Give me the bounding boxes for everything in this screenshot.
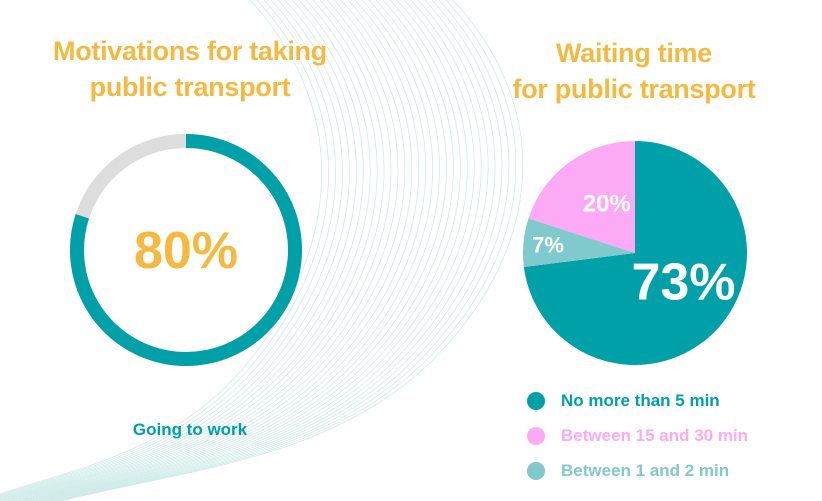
legend-swatch <box>527 426 545 445</box>
background-wave-line <box>38 0 468 501</box>
legend-swatch <box>527 391 545 410</box>
donut-caption: Going to work <box>132 420 248 439</box>
background-wave-line <box>52 0 503 501</box>
background-wave-line <box>0 0 371 501</box>
left-title-line1: Motivations for taking <box>53 36 327 66</box>
background-wave-line <box>0 0 323 495</box>
background-wave-line <box>24 0 434 501</box>
background-wave-line <box>55 0 510 501</box>
pie-legend: No more than 5 min Between 15 and 30 min B… <box>527 383 748 488</box>
background-wave-line <box>19 0 419 501</box>
pie-data-label: 7% <box>532 232 564 257</box>
pie-slice-between-15-and-30-min <box>528 141 635 253</box>
background-wave-line <box>0 0 343 498</box>
background-wave-line <box>0 0 357 500</box>
background-wave-line <box>35 0 461 501</box>
legend-item: No more than 5 min <box>527 383 748 418</box>
pie-slice-between-1-and-2-min <box>523 218 635 268</box>
background-wave-line <box>44 0 482 501</box>
background-wave-line <box>13 0 406 501</box>
right-chart-title: Waiting time for public transport <box>444 35 822 107</box>
background-wave-line <box>0 0 364 501</box>
background-wave-line <box>47 0 489 501</box>
background-wave-line <box>0 0 350 499</box>
legend-label: No more than 5 min <box>561 390 720 410</box>
background-wave-line <box>0 0 329 496</box>
background-wave-line <box>61 0 524 501</box>
left-chart-title: Motivations for taking public transport <box>0 33 380 105</box>
background-wave-line <box>30 0 447 501</box>
background-wave-line <box>0 0 336 497</box>
background-wave-line <box>21 0 426 501</box>
legend-item: Between 1 and 2 min <box>527 453 748 488</box>
legend-label: Between 1 and 2 min <box>561 460 730 480</box>
pie-slice-no-more-than-5-min <box>523 141 747 365</box>
background-wave-line <box>10 0 399 501</box>
pie-chart: 73% 7% 20% <box>523 141 747 365</box>
legend-swatch <box>527 461 545 480</box>
left-title-line2: public transport <box>89 72 291 102</box>
background-wave-line <box>58 0 517 501</box>
pie-data-label: 73% <box>631 253 735 311</box>
donut-chart: 80% <box>70 134 302 366</box>
right-title-line1: Waiting time <box>556 38 712 68</box>
donut-value-arc <box>70 134 302 366</box>
legend-item: Between 15 and 30 min <box>527 418 748 453</box>
donut-center-value: 80% <box>134 222 238 280</box>
background-wave-line <box>16 0 413 501</box>
background-wave-line <box>33 0 454 501</box>
background-wave-line <box>27 0 440 501</box>
right-title-line2: for public transport <box>512 74 756 104</box>
pie-data-label: 20% <box>583 191 631 218</box>
background-wave-line <box>2 0 378 501</box>
legend-label: Between 15 and 30 min <box>561 425 749 445</box>
background-wave-line <box>7 0 392 501</box>
background-wave-line <box>5 0 385 501</box>
background-wave-line <box>41 0 475 501</box>
background-wave-line <box>49 0 496 501</box>
